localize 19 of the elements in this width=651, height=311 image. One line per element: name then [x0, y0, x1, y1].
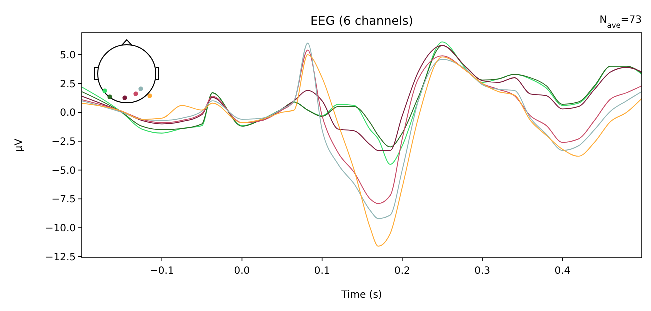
y-tick-label: −12.5	[45, 252, 76, 264]
y-axis-title: µV	[14, 138, 25, 152]
y-tick-label: 0.0	[60, 108, 76, 120]
text: N$_{ave}$=73	[600, 15, 642, 30]
y-tick-label: −7.5	[52, 194, 76, 206]
x-tick-label: 0.1	[314, 266, 330, 277]
y-tick-label: −2.5	[52, 136, 76, 148]
x-tick-label: 0.4	[554, 266, 571, 277]
x-tick-label: 0.3	[474, 266, 491, 277]
x-tick-label: 0.0	[234, 266, 250, 277]
y-tick-label: 2.5	[60, 79, 76, 90]
y-tick-label: −10.0	[45, 224, 76, 234]
x-tick-label: 0.2	[394, 266, 410, 277]
x-axis-title: Time (s)	[340, 290, 382, 301]
y-tick-label: 5.0	[60, 50, 76, 62]
line-series	[82, 54, 642, 247]
chart-title: EEG (6 channels)	[310, 14, 414, 28]
y-tick-label: −5.0	[52, 166, 76, 177]
x-tick-label: −0.1	[150, 266, 174, 277]
